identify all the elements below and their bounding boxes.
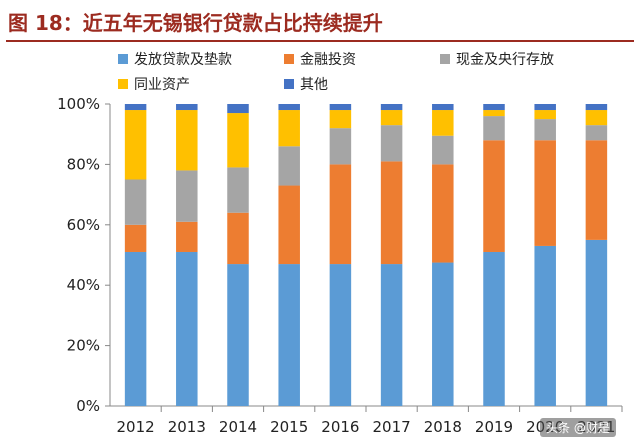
bar-segment: [278, 104, 300, 111]
x-tick-label: 2013: [168, 418, 206, 436]
bar-segment: [432, 110, 454, 136]
legend-label: 金融投资: [300, 52, 356, 68]
bar-segment: [432, 164, 454, 263]
y-tick-label: 100%: [57, 95, 100, 113]
bar-segment: [380, 110, 403, 126]
bar-segment: [278, 185, 300, 265]
bar-segment: [227, 264, 249, 406]
legend-swatch: [118, 79, 128, 89]
legend-label: 其他: [300, 77, 328, 93]
bar-segment: [585, 104, 608, 111]
bars: [124, 104, 608, 406]
bar-segment: [483, 116, 505, 141]
x-tick-label: 2019: [475, 418, 513, 436]
bar-segment: [329, 164, 352, 265]
bar-segment: [585, 125, 608, 141]
bar-segment: [534, 119, 556, 141]
legend-swatch: [284, 79, 294, 89]
bar-segment: [380, 125, 403, 162]
bar-segment: [227, 104, 249, 114]
bar-segment: [278, 146, 300, 186]
bar-segment: [585, 239, 608, 406]
x-tick-label: 2016: [321, 418, 359, 436]
bar-segment: [534, 140, 556, 246]
bar-segment: [585, 140, 608, 240]
legend-swatch: [284, 54, 294, 64]
bar-segment: [380, 161, 403, 265]
watermark: 头条 @财是: [540, 418, 616, 437]
bar-segment: [329, 264, 352, 406]
bar-segment: [432, 135, 454, 165]
bar-segment: [124, 224, 147, 252]
bar-segment: [534, 245, 556, 406]
bar-segment: [176, 104, 198, 111]
bar-segment: [483, 110, 505, 117]
legend-label: 发放贷款及垫款: [134, 52, 232, 68]
bar-segment: [432, 104, 454, 111]
x-tick-label: 2014: [219, 418, 257, 436]
bar-segment: [124, 179, 147, 225]
bar-segment: [534, 104, 556, 111]
y-tick-label: 80%: [67, 155, 100, 173]
bar-segment: [380, 264, 403, 406]
bar-segment: [483, 251, 505, 406]
bar-segment: [483, 104, 505, 111]
bar-segment: [329, 110, 352, 129]
bar-segment: [176, 251, 198, 406]
bar-segment: [278, 110, 300, 147]
legend-swatch: [118, 54, 128, 64]
y-tick-label: 20%: [67, 337, 100, 355]
bar-segment: [227, 113, 249, 168]
bar-segment: [124, 104, 147, 111]
bar-segment: [329, 104, 352, 111]
bar-segment: [176, 170, 198, 222]
x-tick-label: 2017: [373, 418, 411, 436]
bar-segment: [432, 262, 454, 406]
bar-segment: [585, 110, 608, 126]
bar-segment: [124, 110, 147, 180]
x-tick-label: 2015: [270, 418, 308, 436]
bar-segment: [278, 264, 300, 406]
bar-segment: [534, 110, 556, 120]
bar-segment: [483, 140, 505, 252]
bar-segment: [176, 221, 198, 252]
y-tick-label: 0%: [76, 397, 100, 415]
x-tick-label: 2012: [117, 418, 155, 436]
x-tick-label: 2018: [424, 418, 462, 436]
bar-segment: [176, 110, 198, 171]
bar-segment: [227, 212, 249, 265]
legend-label: 现金及央行存放: [456, 52, 554, 68]
bar-segment: [380, 104, 403, 111]
bar-segment: [227, 167, 249, 213]
y-tick-label: 40%: [67, 276, 100, 294]
bar-segment: [124, 251, 147, 406]
bar-segment: [329, 128, 352, 165]
legend-swatch: [440, 54, 450, 64]
chart-title: 图 18：近五年无锡银行贷款占比持续提升: [6, 6, 634, 42]
legend-label: 同业资产: [134, 77, 190, 93]
y-tick-label: 60%: [67, 216, 100, 234]
